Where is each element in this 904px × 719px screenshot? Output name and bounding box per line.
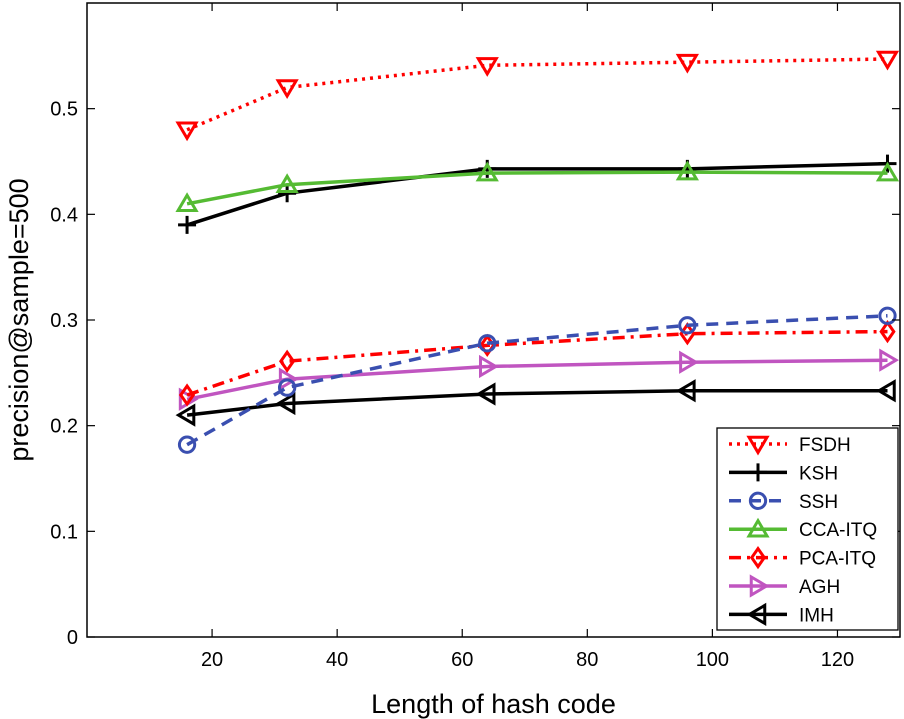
series-line-agh: [186, 358, 888, 402]
series-fsdh: [175, 50, 900, 142]
series-line-fsdh: [186, 57, 888, 132]
data-point: [475, 57, 499, 77]
data-point: [175, 192, 199, 213]
data-point: [278, 367, 299, 391]
y-tick-label: 0.1: [50, 521, 78, 543]
legend-label: SSH: [799, 492, 838, 513]
data-point: [675, 160, 699, 181]
legend-marker: [748, 491, 768, 510]
y-tick-label: 0.3: [50, 310, 78, 332]
data-point: [275, 391, 296, 416]
series-line-ssh: [186, 314, 888, 447]
data-point: [678, 316, 697, 335]
data-point: [478, 334, 497, 353]
legend-marker: [749, 545, 767, 570]
x-tick-label: 40: [326, 649, 348, 671]
legend-entry: CCA-ITQ: [729, 517, 877, 541]
legend-label: FSDH: [799, 435, 851, 456]
y-axis-label: precision@sample=500: [4, 178, 34, 461]
x-tick-label: 120: [821, 649, 854, 671]
data-point: [175, 403, 196, 427]
data-point: [875, 161, 900, 182]
data-point: [679, 350, 699, 374]
legend-entry: KSH: [729, 463, 838, 484]
y-tick-label: 0: [67, 627, 78, 649]
series-ssh: [177, 306, 897, 454]
series-line-cca-itq: [186, 170, 888, 206]
series-line-imh: [186, 389, 888, 417]
legend-entry: PCA-ITQ: [729, 545, 876, 570]
legend-entry: FSDH: [729, 435, 851, 456]
data-point: [879, 348, 900, 372]
data-point: [878, 306, 897, 325]
x-tick-label: 60: [451, 649, 473, 671]
legend-label: IMH: [799, 605, 834, 626]
data-point: [675, 53, 699, 74]
data-point: [675, 379, 696, 403]
plot-area: [175, 50, 900, 454]
series-agh: [178, 348, 900, 411]
data-point: [478, 354, 499, 379]
series-ksh: [178, 154, 897, 234]
data-point: [178, 383, 196, 407]
data-point: [475, 161, 499, 182]
data-point: [879, 320, 896, 344]
legend-label: PCA-ITQ: [799, 549, 876, 570]
legend-marker: [746, 517, 770, 538]
legend-entry: AGH: [729, 574, 840, 598]
legend-marker: [746, 435, 770, 456]
data-point: [175, 121, 199, 142]
legend-marker: [746, 602, 767, 627]
legend-marker: [749, 574, 770, 598]
axes: 20 40 60 80 100 120 0 0.1 0.2 0.3 0.4 0.5: [50, 2, 901, 671]
data-point: [177, 435, 197, 454]
x-tick-label: 80: [576, 649, 598, 671]
legend-entry: IMH: [729, 602, 834, 627]
x-tick-label: 100: [696, 649, 729, 671]
legend: FSDH KSH SSH CCA-ITQ PCA-ITQ AGH IMH: [716, 427, 899, 631]
data-point: [278, 349, 296, 373]
legend-label: AGH: [799, 577, 840, 598]
data-point: [875, 379, 896, 403]
data-point: [278, 184, 297, 203]
legend-label: KSH: [799, 463, 838, 484]
y-tick-label: 0.4: [50, 204, 78, 226]
data-point: [275, 79, 299, 100]
data-point: [875, 50, 900, 71]
x-tick-label: 20: [201, 649, 223, 671]
series-imh: [175, 379, 896, 427]
series-line-pca-itq: [186, 329, 888, 397]
y-tick-label: 0.2: [50, 416, 78, 438]
legend-entry: SSH: [729, 491, 838, 513]
x-axis-label: Length of hash code: [371, 689, 616, 719]
data-point: [275, 173, 299, 193]
data-point: [475, 382, 496, 406]
legend-marker: [749, 463, 767, 482]
series-cca-itq: [175, 160, 900, 213]
legend-label: CCA-ITQ: [799, 520, 877, 541]
data-point: [178, 215, 197, 234]
y-tick-label: 0.5: [50, 99, 78, 121]
data-point: [277, 378, 297, 397]
